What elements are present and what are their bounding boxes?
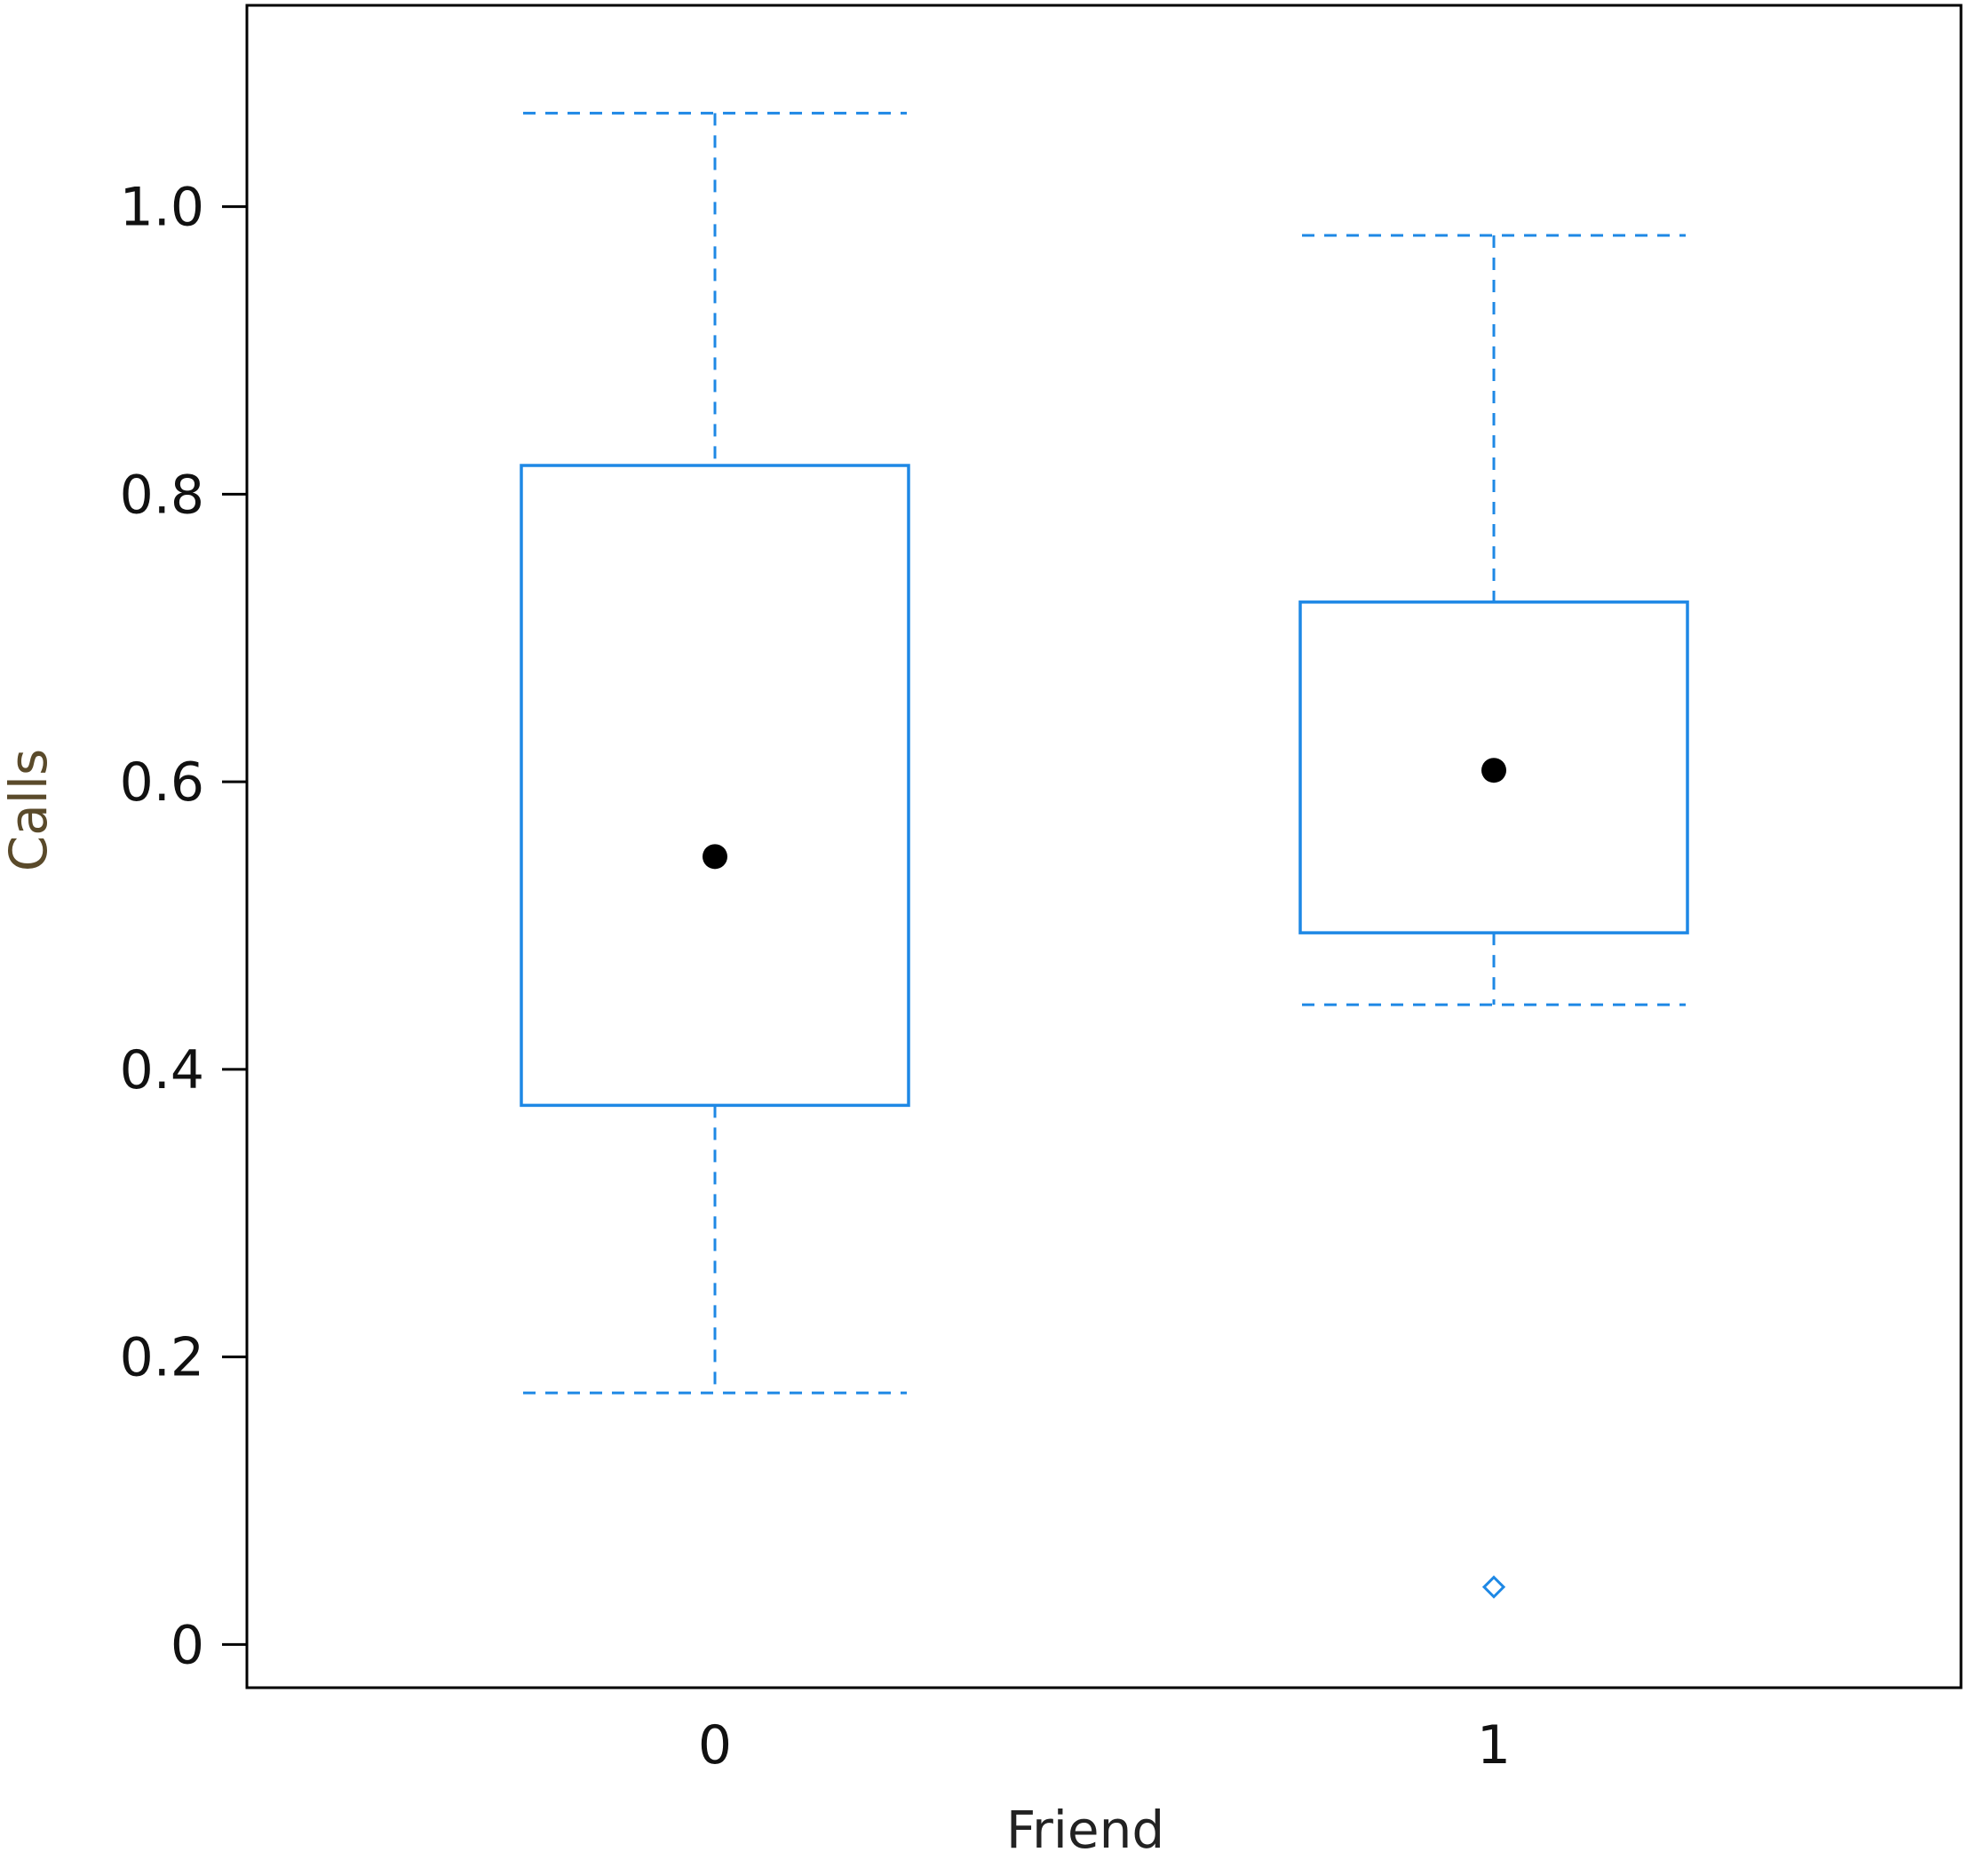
median-marker xyxy=(703,844,727,870)
plot-frame xyxy=(245,4,1963,1689)
median-marker xyxy=(1481,758,1506,783)
outlier-point xyxy=(1481,1575,1506,1599)
box-group-1 xyxy=(1298,234,1689,1599)
y-axis-title: Calls xyxy=(0,749,59,872)
y-tick-label: 0.6 xyxy=(120,751,204,814)
box-group-0 xyxy=(520,111,910,1395)
y-tick-label: 0 xyxy=(171,1614,204,1676)
boxes-layer xyxy=(520,111,1689,1599)
iqr-box xyxy=(1298,600,1689,934)
iqr-box xyxy=(520,464,910,1108)
y-axis: 0 0.2 0.4 0.6 0.8 1.0 xyxy=(120,177,247,1676)
x-tick-label: 0 xyxy=(698,1714,732,1777)
x-axis-title: Friend xyxy=(1006,1800,1164,1860)
y-tick-label: 0.2 xyxy=(120,1327,204,1389)
y-tick-label: 0.4 xyxy=(120,1039,204,1101)
y-tick-label: 1.0 xyxy=(120,177,204,239)
y-tick-label: 0.8 xyxy=(120,464,204,526)
x-tick-label: 1 xyxy=(1477,1714,1511,1777)
